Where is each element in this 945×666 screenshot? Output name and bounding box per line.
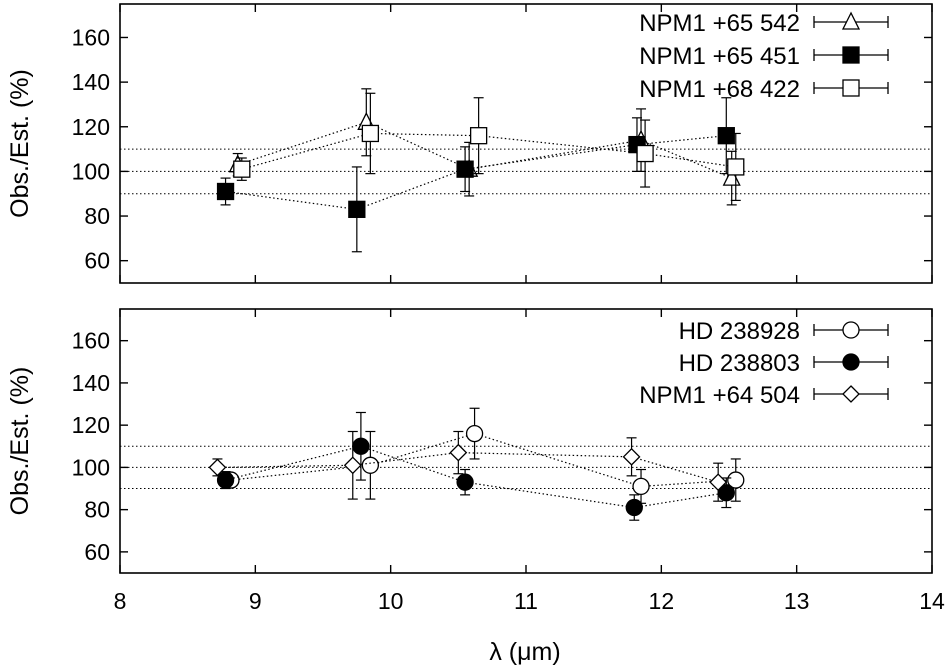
data-point bbox=[727, 158, 745, 176]
data-point bbox=[348, 200, 366, 218]
x-tick-label: 12 bbox=[649, 588, 675, 614]
data-point bbox=[636, 144, 654, 163]
data-point bbox=[456, 160, 474, 178]
data-point bbox=[717, 127, 735, 145]
y-tick-label: 60 bbox=[84, 248, 110, 274]
series-line bbox=[230, 432, 736, 488]
y-tick-label: 140 bbox=[72, 69, 110, 95]
data-point bbox=[361, 124, 380, 143]
data-point bbox=[352, 437, 370, 455]
y-tick-label: 160 bbox=[72, 328, 110, 354]
legend-marker bbox=[842, 46, 860, 64]
series-line bbox=[225, 135, 727, 210]
data-point bbox=[465, 424, 484, 443]
legend-marker bbox=[842, 79, 860, 97]
data-point bbox=[709, 473, 728, 492]
data-point bbox=[216, 471, 235, 489]
y-axis-title: Obs./Est. (%) bbox=[6, 69, 34, 218]
data-point bbox=[622, 447, 641, 466]
y-axis-title: Obs./Est. (%) bbox=[6, 367, 34, 516]
bottom-panel: 60 80 100 120 140 160 8 9 10 11 12 13 14 Obs./Est. (%… bbox=[6, 308, 945, 614]
legend-marker bbox=[841, 11, 861, 30]
x-tick-label: 9 bbox=[249, 588, 262, 614]
data-point bbox=[456, 473, 474, 491]
series-line bbox=[217, 452, 719, 483]
legend-label: NPM1 +64 504 bbox=[639, 382, 800, 409]
data-point bbox=[625, 498, 643, 517]
y-tick-label: 80 bbox=[84, 203, 110, 229]
data-point bbox=[233, 160, 251, 178]
x-tick-label: 11 bbox=[514, 588, 538, 614]
data-point bbox=[469, 127, 488, 145]
x-tick-label: 8 bbox=[114, 588, 127, 614]
y-tick-label: 80 bbox=[84, 497, 110, 523]
y-tick-label: 140 bbox=[72, 370, 110, 396]
legend-marker bbox=[842, 321, 860, 339]
legend-label: NPM1 +68 422 bbox=[639, 76, 800, 103]
series-line bbox=[241, 132, 736, 170]
legend-marker bbox=[842, 353, 860, 371]
legend-label: NPM1 +65 542 bbox=[639, 10, 800, 37]
data-point bbox=[632, 477, 650, 496]
plot-frame bbox=[119, 308, 933, 574]
series-line bbox=[225, 445, 727, 509]
y-tick-label: 120 bbox=[72, 114, 110, 140]
y-tick-label: 160 bbox=[72, 24, 110, 50]
y-tick-label: 100 bbox=[72, 158, 110, 184]
data-point bbox=[727, 471, 745, 489]
y-tick-label: 120 bbox=[72, 412, 110, 438]
x-tick-label: 14 bbox=[919, 588, 945, 614]
legend-label: NPM1 +65 451 bbox=[639, 43, 800, 70]
data-point bbox=[449, 443, 468, 462]
data-point bbox=[216, 182, 235, 201]
legend-label: HD 238803 bbox=[679, 350, 800, 377]
data-point bbox=[208, 458, 227, 477]
y-tick-label: 100 bbox=[72, 454, 110, 480]
x-tick-label: 10 bbox=[378, 588, 404, 614]
data-point bbox=[361, 456, 380, 474]
legend-label: HD 238928 bbox=[679, 318, 800, 345]
legend-marker bbox=[842, 385, 860, 403]
data-point bbox=[343, 456, 362, 475]
y-tick-label: 60 bbox=[84, 539, 110, 565]
x-axis-title: λ (μm) bbox=[489, 638, 560, 666]
plot-frame bbox=[119, 3, 933, 284]
top-panel: 60 80 100 120 140 160 Obs./Est. (%) NPM1 +65 54… bbox=[6, 3, 933, 284]
x-tick-label: 13 bbox=[784, 588, 810, 614]
